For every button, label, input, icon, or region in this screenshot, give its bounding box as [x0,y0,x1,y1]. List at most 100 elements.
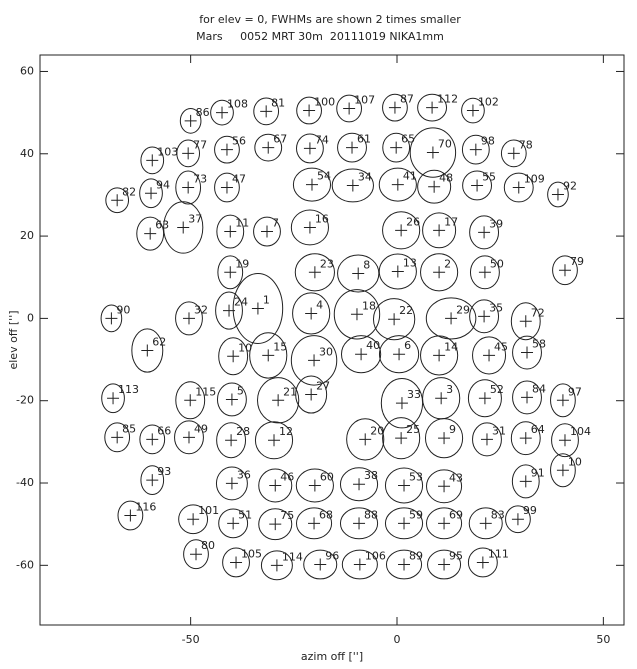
beam-ellipse [420,335,459,376]
detector-label: 43 [449,471,463,484]
x-axis-label: azim off [''] [301,650,363,663]
detector-cross [177,221,190,234]
beam-ellipse [101,383,125,414]
beam-ellipse [178,504,209,535]
detector-label: 23 [320,257,334,270]
detector-cross [395,397,408,410]
beam-ellipse [257,377,300,424]
detector-label: 14 [444,340,458,353]
detector-cross [225,393,238,406]
detector-label: 10 [238,341,252,354]
beam-ellipse [179,108,202,134]
detector-cross [391,178,404,191]
detector-label: 105 [241,547,262,560]
detector-cross [262,349,275,362]
detector-label: 84 [532,382,546,395]
plot-frame [39,54,625,626]
detector-cross [308,354,321,367]
detector-cross [519,432,532,445]
detector-cross [141,344,154,357]
detector-label: 48 [439,172,453,185]
detector-label: 34 [358,170,372,183]
detector-cross [391,265,404,278]
detector-cross [260,105,273,118]
beam-ellipse [384,467,424,504]
beam-ellipse [215,466,248,501]
beam-ellipse [382,417,421,460]
detector-cross [478,266,491,279]
detector-label: 75 [280,509,294,522]
beam-ellipse [254,421,294,460]
beam-ellipse [384,507,424,540]
detector-label: 35 [489,301,503,314]
detector-label: 38 [364,469,378,482]
beam-ellipse [552,255,578,286]
detector-label: 102 [478,96,499,109]
detector-label: 47 [232,173,246,186]
detector-cross [478,310,491,323]
beam-ellipse [424,418,464,459]
beam-ellipse [551,423,579,458]
detector-cross [558,434,571,447]
detector-label: 72 [531,306,545,319]
detector-label: 56 [232,135,246,148]
beam-ellipse [469,299,500,334]
detector-label: 93 [157,465,171,478]
detector-label: 109 [524,173,545,186]
detector-label: 41 [403,170,417,183]
beam-ellipse [461,134,490,165]
beam-ellipse [469,215,500,250]
detector-label: 33 [407,388,421,401]
detector-cross [305,307,318,320]
beam-ellipse [420,253,459,292]
detector-cross [343,102,356,115]
detector-cross [438,558,451,571]
detector-cross [433,224,446,237]
detector-cross [314,558,327,571]
beam-ellipse [333,289,381,340]
detector-cross [428,180,441,193]
detector-cross [346,141,359,154]
beam-ellipse [258,468,293,503]
y-tick-label: -60 [16,558,34,571]
detector-label: 5 [237,384,244,397]
detector-label: 15 [273,340,287,353]
beam-ellipse [500,139,527,168]
detector-label: 100 [314,96,335,109]
detector-label: 108 [227,98,248,111]
detector-cross [272,394,285,407]
detector-label: 21 [283,385,297,398]
x-tick-label: 0 [394,633,401,646]
detector-label: 8 [363,259,370,272]
detector-label: 45 [494,340,508,353]
beam-ellipse [467,379,502,418]
detector-cross [262,141,275,154]
detector-cross [260,225,273,238]
beam-ellipse [385,549,423,580]
beam-ellipse [378,335,420,374]
beam-ellipse [215,291,243,330]
beam-ellipse [382,93,408,122]
detector-cross [308,517,321,530]
detector-cross [398,479,411,492]
detector-cross [182,147,195,160]
beam-ellipse [175,170,202,205]
detector-cross [146,474,159,487]
detector-cross [270,559,283,572]
detector-label: 50 [490,257,504,270]
detector-cross [146,154,159,167]
detector-cross [556,394,569,407]
detector-label: 86 [196,106,210,119]
detector-label: 61 [357,133,371,146]
detector-label: 39 [489,217,503,230]
beam-ellipse [214,135,240,164]
detector-cross [438,517,451,530]
detector-cross [145,187,158,200]
detector-cross [105,312,118,325]
detector-cross [224,266,237,279]
beam-ellipse [378,167,417,202]
detector-label: 115 [195,385,216,398]
detector-cross [438,432,451,445]
beam-ellipse [296,96,322,125]
detector-cross [355,348,368,361]
